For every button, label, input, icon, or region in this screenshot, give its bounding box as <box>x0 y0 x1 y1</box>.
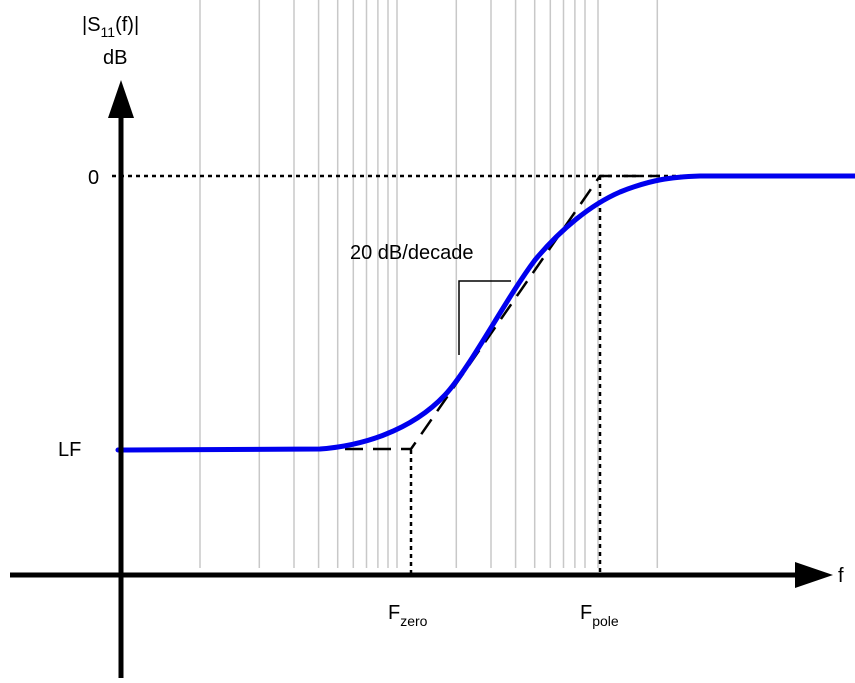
axes <box>10 80 833 678</box>
lf-tick-label: LF <box>58 439 81 461</box>
slope-annotation: 20 dB/decade <box>350 242 473 264</box>
y-axis-arrow-icon <box>108 80 134 118</box>
f-zero-label: Fzero <box>388 602 428 629</box>
zero-db-tick-label: 0 <box>88 167 99 189</box>
y-axis-label-magnitude: |S11(f)| <box>82 14 139 40</box>
x-axis-label: f <box>838 565 844 587</box>
response-curve <box>115 173 855 453</box>
slope-callout-bracket <box>458 280 511 355</box>
y-axis-label-unit: dB <box>103 47 127 69</box>
log-grid-lines <box>199 0 659 568</box>
asymptote-approximation <box>345 174 660 451</box>
reference-lines <box>112 174 855 575</box>
f-pole-label: Fpole <box>580 602 619 629</box>
x-axis-arrow-icon <box>795 562 833 588</box>
